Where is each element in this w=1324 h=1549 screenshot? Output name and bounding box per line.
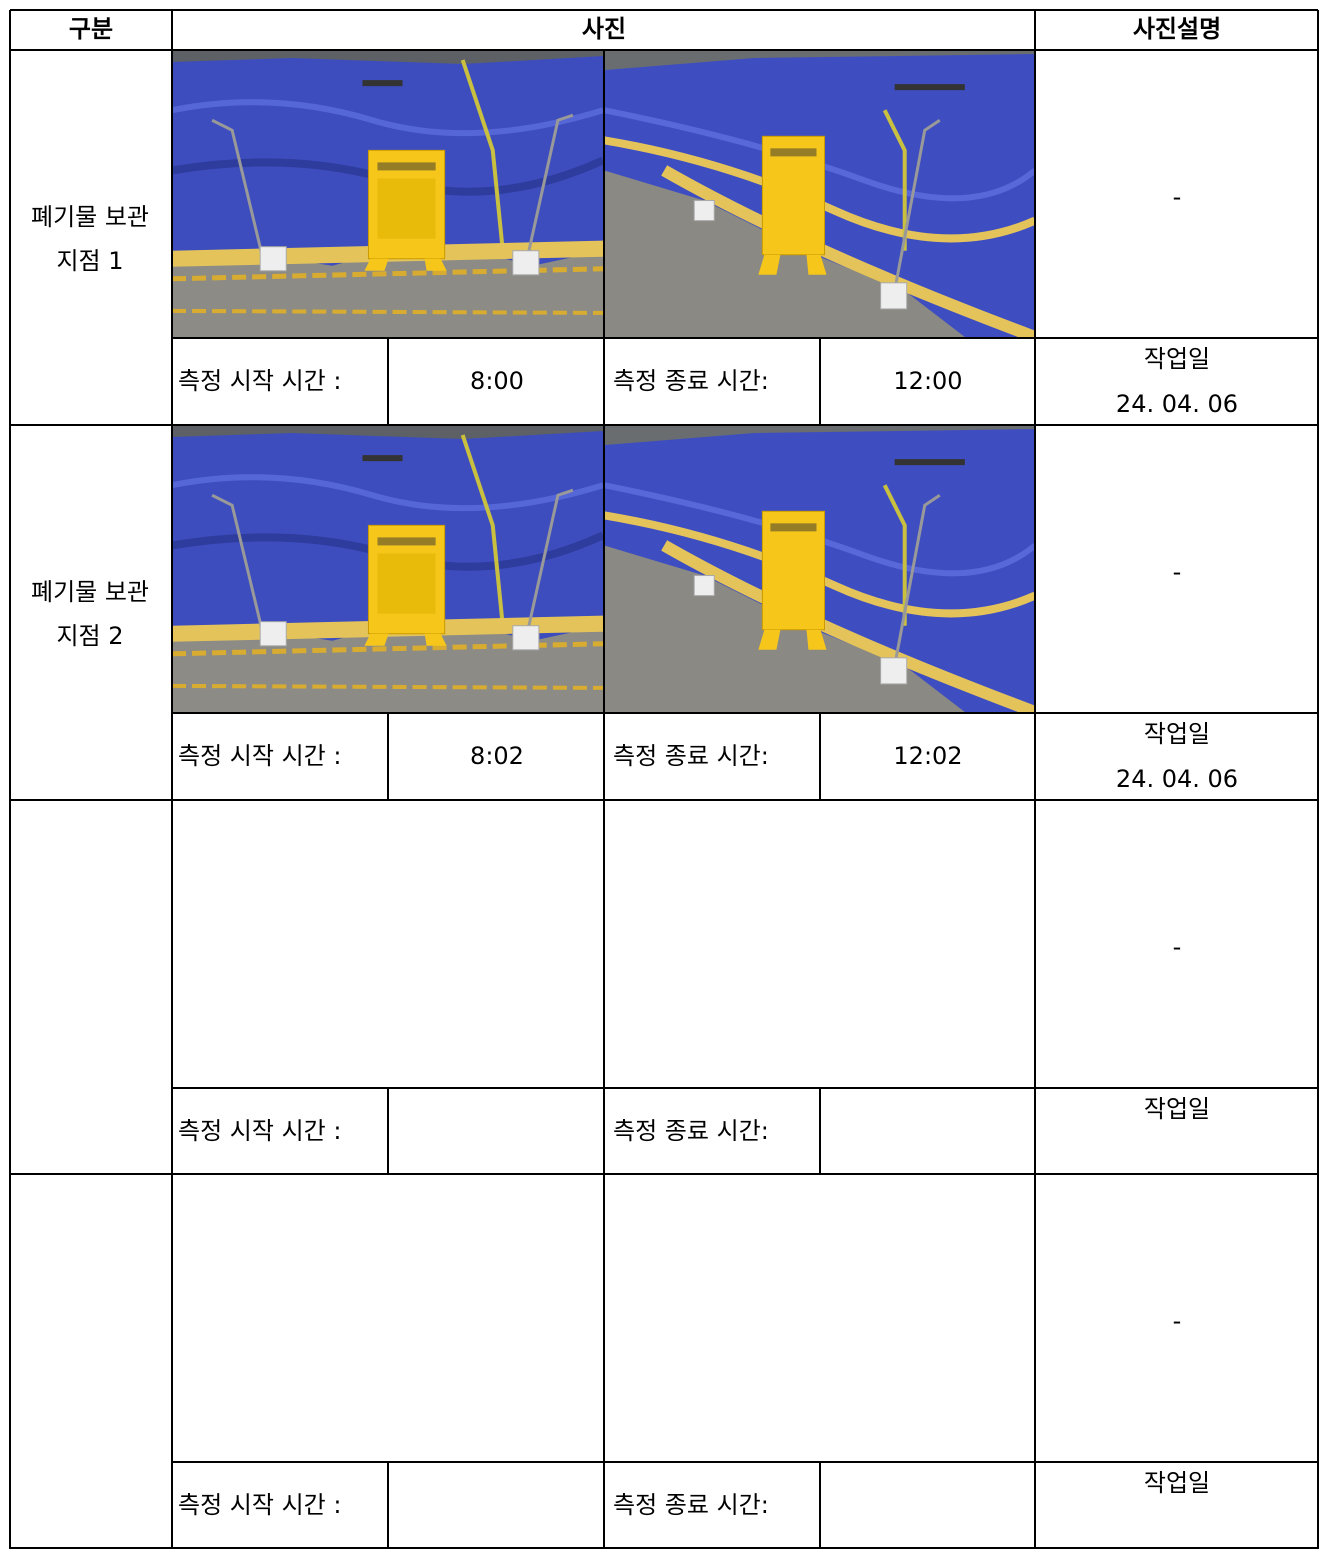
header-cell: 사진설명	[1133, 15, 1221, 43]
date-label: 작업일	[1144, 720, 1210, 748]
row-label: 폐기물 보관	[31, 578, 149, 606]
header-cell: 구분	[69, 15, 113, 43]
end-label: 측정 종료 시간:	[613, 742, 769, 770]
start-time: 8:02	[470, 742, 524, 770]
date-label: 작업일	[1144, 1095, 1210, 1123]
date-label: 작업일	[1144, 345, 1210, 373]
photo-description: -	[1173, 183, 1182, 211]
end-label: 측정 종료 시간:	[613, 1491, 769, 1519]
photo-description: -	[1173, 933, 1182, 961]
date: 24. 04. 06	[1116, 765, 1238, 793]
end-label: 측정 종료 시간:	[613, 367, 769, 395]
row-label: 폐기물 보관	[31, 203, 149, 231]
end-label: 측정 종료 시간:	[613, 1117, 769, 1145]
start-label: 측정 시작 시간 :	[178, 367, 341, 395]
header-cell: 사진	[582, 15, 626, 43]
end-time: 12:02	[893, 742, 962, 770]
photo	[172, 50, 603, 337]
row-label: 지점 1	[56, 247, 123, 275]
start-time: 8:00	[470, 367, 524, 395]
end-time: 12:00	[893, 367, 962, 395]
date-label: 작업일	[1144, 1469, 1210, 1497]
start-label: 측정 시작 시간 :	[178, 742, 341, 770]
row-label: 지점 2	[56, 622, 123, 650]
start-label: 측정 시작 시간 :	[178, 1491, 341, 1519]
photo	[604, 50, 1035, 337]
table-grid	[9, 9, 1319, 1549]
photo	[604, 425, 1035, 712]
photo-description: -	[1173, 558, 1182, 586]
date: 24. 04. 06	[1116, 390, 1238, 418]
photo	[172, 425, 603, 712]
photo-description: -	[1173, 1307, 1182, 1335]
start-label: 측정 시작 시간 :	[178, 1117, 341, 1145]
